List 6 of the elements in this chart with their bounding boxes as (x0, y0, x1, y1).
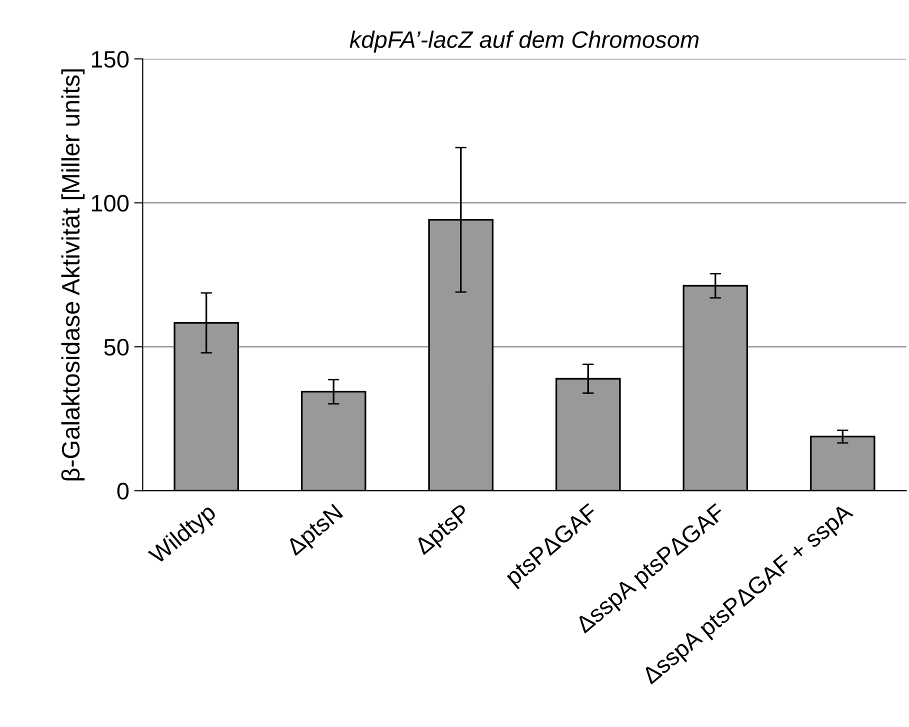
y-tick-label: 100 (92, 194, 129, 212)
chart-title: kdpFA’-lacZ auf dem Chromosom (350, 30, 699, 53)
y-axis-title: β-Galaktosidase Aktivität [Miller units] (61, 69, 85, 480)
y-tick-label: 50 (104, 338, 129, 356)
y-tick-label: 0 (117, 482, 129, 500)
y-tick-label: 150 (92, 50, 129, 68)
